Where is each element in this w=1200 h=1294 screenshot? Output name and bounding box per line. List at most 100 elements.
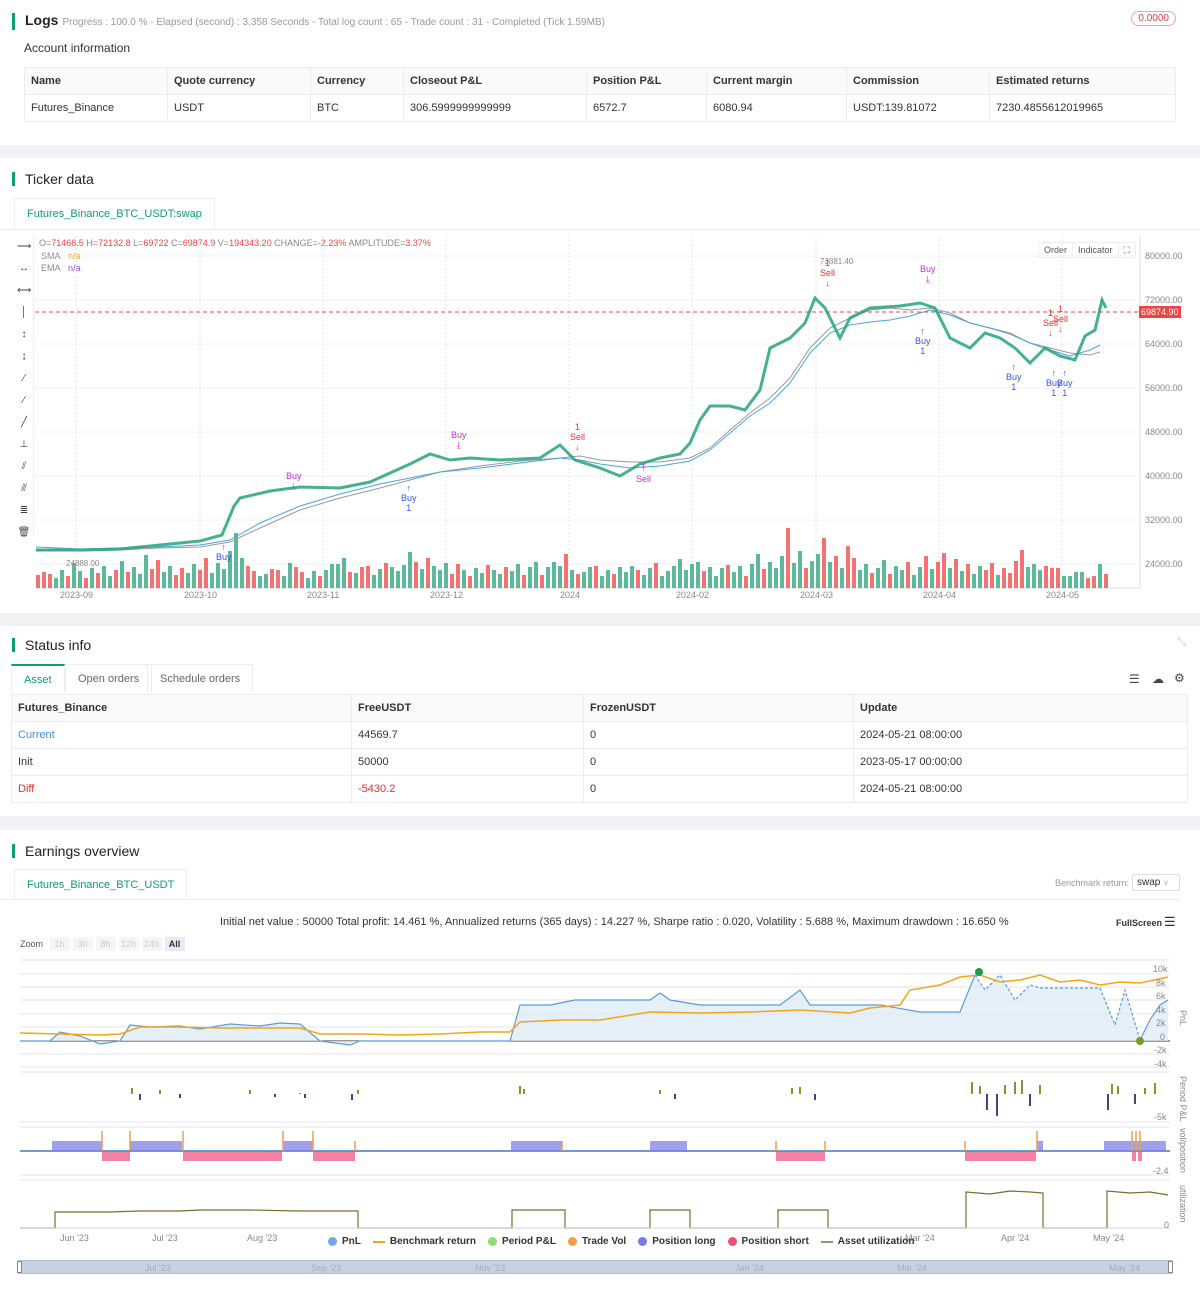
order-button[interactable]: Order <box>1039 243 1074 257</box>
asset-table: Futures_Binance FreeUSDT FrozenUSDT Upda… <box>11 694 1188 803</box>
pnl-axis-label: -2k <box>1154 1045 1167 1055</box>
signal-buy-6: ↑ Buy 1 <box>915 326 931 356</box>
pnl-axis-label: 4k <box>1156 1005 1166 1015</box>
pnl-axis-label: -4k <box>1154 1059 1167 1069</box>
signal-sell-4: 1 Sell ↓ <box>1043 308 1059 338</box>
pnl-axis-label: 10k <box>1153 964 1168 974</box>
trash-icon[interactable]: 🗑 <box>17 527 31 538</box>
zoom-1h[interactable]: 1h <box>49 937 70 951</box>
account-table-wrap: Name Quote currency Currency Closeout P&… <box>24 67 1176 122</box>
x-axis-label: 2024-04 <box>923 590 957 600</box>
price-line-icon[interactable]: ⊥ <box>19 439 29 450</box>
legend-position-long[interactable]: Position long <box>638 1236 716 1247</box>
gear-icon[interactable]: ⚙ <box>1174 671 1185 685</box>
zoom-controls: Zoom 1h 3h 8h 12h 24h All <box>20 937 188 951</box>
table-row: Diff -5430.2 0 2024-05-21 08:00:00 <box>11 775 1188 803</box>
ticker-title: Ticker data <box>12 172 94 186</box>
signal-buy-5: Buy ⤓ <box>920 264 936 284</box>
fib-channel-icon[interactable]: ⫻ <box>21 483 27 494</box>
vertical-ray-icon[interactable]: ↕ <box>21 329 27 340</box>
collapse-icon[interactable]: ⤡ <box>1177 636 1186 648</box>
signal-sell-1: 1 Sell ↓ <box>570 422 586 452</box>
parallel-channel-icon[interactable]: ⫽ <box>21 461 27 472</box>
zoom-12h[interactable]: 12h <box>118 937 139 951</box>
benchmark-select[interactable]: swap ∨ <box>1132 874 1180 891</box>
earnings-title: Earnings overview <box>12 844 139 858</box>
zoom-8h[interactable]: 8h <box>95 937 116 951</box>
tab-earnings-symbol[interactable]: Futures_Binance_BTC_USDT <box>14 869 188 900</box>
navigator-handle-left[interactable] <box>17 1261 22 1273</box>
tab-ticker-symbol[interactable]: Futures_Binance_BTC_USDT:swap <box>14 198 215 229</box>
ohlc-info: O=71466.5 H=72132.8 L=69722 C=69874.9 V=… <box>39 238 431 248</box>
expand-icon[interactable]: ⛶ <box>1123 245 1130 255</box>
x-axis-label: 2024-02 <box>676 590 710 600</box>
zoom-24h[interactable]: 24h <box>141 937 162 951</box>
y-axis-label: 24000.00 <box>1145 559 1183 569</box>
x-axis-label: 2024-05 <box>1046 590 1080 600</box>
status-title: Status info <box>12 638 91 652</box>
col-quote: Quote currency <box>167 67 311 95</box>
profit-badge: 0.0000 <box>1131 11 1176 26</box>
x-axis-label: 2023-09 <box>60 590 94 600</box>
period-pnl-panel-label: Period P&L <box>1178 1076 1188 1122</box>
tab-schedule-orders[interactable]: Schedule orders <box>147 664 254 692</box>
x-axis-label: 2024 <box>560 590 581 600</box>
earnings-chart[interactable] <box>0 955 1200 1255</box>
signal-buy-8: ↑ Buy 1 <box>1046 368 1062 398</box>
utilization-panel-label: utilization <box>1178 1185 1188 1223</box>
account-info-title: Account information <box>24 41 131 55</box>
pnl-axis-label: 0 <box>1160 1032 1166 1042</box>
list-icon[interactable]: ☰ <box>1129 672 1140 686</box>
x-axis-label: 2023-10 <box>184 590 218 600</box>
benchmark-label: Benchmark return: <box>1055 878 1130 888</box>
segment-line-icon[interactable]: ╱ <box>20 417 28 428</box>
zoom-3h[interactable]: 3h <box>72 937 93 951</box>
y-axis-label: 64000.00 <box>1145 339 1183 349</box>
range-navigator[interactable]: Jul '23 Sep '23 Nov '23 Jan '24 Mar '24 … <box>17 1260 1173 1274</box>
candlestick-chart[interactable]: 73881.40 24888.00 <box>0 236 1200 606</box>
legend-asset-utilization[interactable]: Asset utilization <box>820 1236 914 1247</box>
menu-icon[interactable]: ☰ <box>1164 914 1176 929</box>
legend-period-pnl[interactable]: Period P&L <box>488 1236 556 1247</box>
col-closeout: Closeout P&L <box>403 67 587 95</box>
fullscreen-button[interactable]: FullScreen <box>1116 918 1163 928</box>
legend-trade-vol[interactable]: Trade Vol <box>567 1236 626 1247</box>
fib-retracement-icon[interactable]: ≣ <box>19 505 29 516</box>
y-axis-label: 72000.00 <box>1145 295 1183 305</box>
svg-text:24888.00: 24888.00 <box>66 559 100 568</box>
trend-line-icon[interactable]: ⁄ <box>23 373 25 384</box>
signal-sell-3: 1 Sell ↓ <box>820 258 836 288</box>
cloud-download-icon[interactable]: ☁ <box>1152 672 1164 686</box>
x-axis-label: Jun '23 <box>60 1233 89 1243</box>
vertical-line-icon[interactable]: │ <box>20 307 28 318</box>
horizontal-line-icon[interactable]: ⟶ <box>17 241 32 252</box>
signal-sell-2: ⤒ Sell <box>636 463 652 484</box>
navigator-handle-right[interactable] <box>1168 1261 1173 1273</box>
chart-legend: PnL Benchmark return Period P&L Trade Vo… <box>328 1236 926 1247</box>
ray-line-icon[interactable]: ⁄ <box>23 395 25 406</box>
indicator-button[interactable]: Indicator <box>1073 243 1119 257</box>
col-position-pnl: Position P&L <box>586 67 707 95</box>
col-name: Name <box>24 67 168 95</box>
signal-buy-9: ↑ Buy 1 <box>1057 368 1073 398</box>
legend-benchmark[interactable]: Benchmark return <box>372 1236 476 1247</box>
x-axis-label: Mar '24 <box>905 1233 935 1243</box>
legend-pnl[interactable]: PnL <box>328 1236 361 1247</box>
col-returns: Estimated returns <box>989 67 1176 95</box>
horizontal-segment-icon[interactable]: ⟷ <box>17 285 32 296</box>
signal-buy-1: ↑ Buy <box>216 542 232 562</box>
ticker-panel: Ticker data Futures_Binance_BTC_USDT:swa… <box>0 158 1200 613</box>
position-axis-label: -2.4 <box>1153 1166 1169 1176</box>
zoom-all[interactable]: All <box>164 937 185 951</box>
horizontal-ray-icon[interactable]: ↔ <box>19 263 29 274</box>
table-row: Current 44569.7 0 2024-05-21 08:00:00 <box>11 721 1188 749</box>
signal-buy-3: ↑ Buy 1 <box>401 483 417 513</box>
tab-open-orders[interactable]: Open orders <box>65 664 153 692</box>
y-axis-label: 56000.00 <box>1145 383 1183 393</box>
vertical-segment-icon[interactable]: ↨ <box>21 351 27 362</box>
table-row: Futures_Binance USDT BTC 306.59999999999… <box>24 94 1176 122</box>
tab-asset[interactable]: Asset <box>11 664 65 692</box>
legend-position-short[interactable]: Position short <box>727 1236 809 1247</box>
utilization-axis-label: 0 <box>1164 1220 1170 1230</box>
earnings-panel: Earnings overview Futures_Binance_BTC_US… <box>0 830 1200 1294</box>
